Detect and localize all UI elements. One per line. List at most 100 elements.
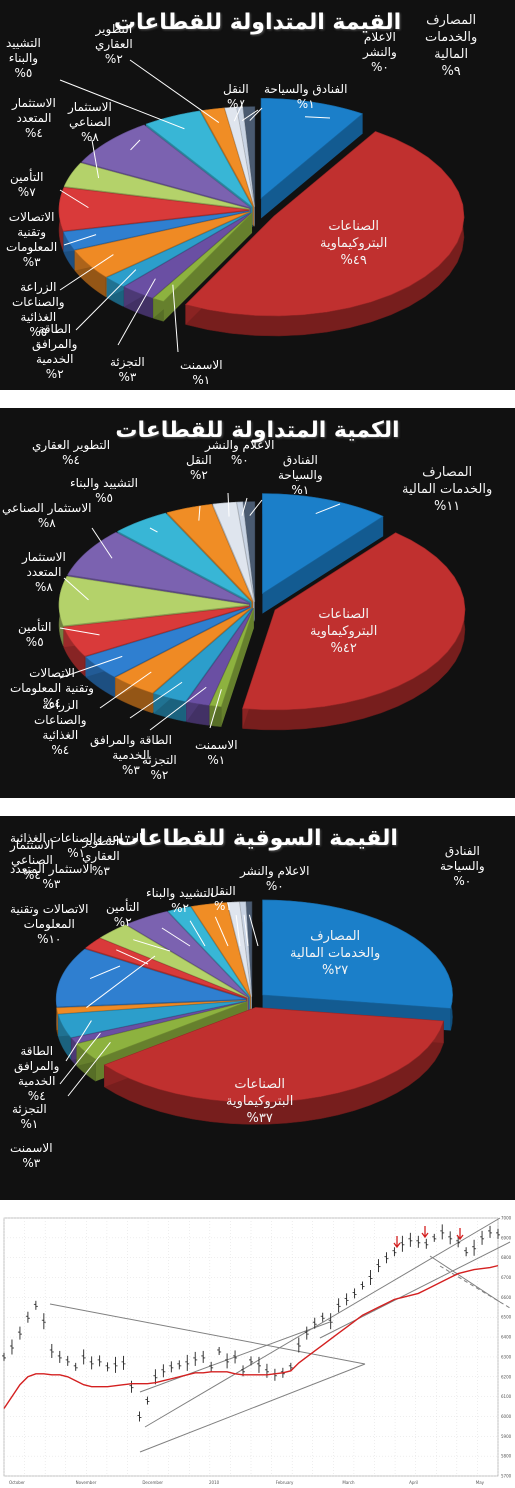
pie-3-label-multi-investment: الاستثمار المتعدد ٣% <box>10 862 93 891</box>
pie-2-label-energy: الطاقة والمرافق الخدمية ٣% <box>90 733 172 777</box>
pie-3-label-energy: الطاقة والمرافق الخدمية ٤% <box>14 1044 60 1103</box>
pie-2-label-multi-investment: الاستثمار المتعدد ٨% <box>22 550 66 594</box>
pie-2-label-construction: التشييد والبناء ٥% <box>70 476 138 505</box>
pie-1-leader-transport <box>233 99 245 122</box>
pie-2-leader-banks <box>315 503 341 515</box>
pie-2-label-real-estate: التطوير العقاري ٤% <box>32 438 111 467</box>
pie-1-label-industrial-investment: الاستثمار الصناعي ٨% <box>68 100 112 144</box>
pie-2-leader-industrial-investment <box>91 527 113 559</box>
x-tick-label: March <box>342 1480 355 1485</box>
y-tick-label: 5800 <box>501 1454 512 1459</box>
pie-2-label-media: الاعلام والنشر ٠% <box>205 438 275 467</box>
pie-3-label-cement: الاسمنت ٣% <box>10 1141 53 1170</box>
pie-2-leader-multi-investment <box>63 577 89 601</box>
y-tick-label: 6400 <box>501 1335 512 1340</box>
pie-3-leader-transport <box>235 915 241 947</box>
pie-1-leader-insurance <box>59 189 89 209</box>
pie-1-leader-construction <box>59 79 185 130</box>
pie-3-slice-petrochemicals <box>103 1007 445 1125</box>
y-tick-label: 5700 <box>501 1474 512 1479</box>
market-cap-chart: القيمة السوقية للقطاعات المصارف والخدمات … <box>0 816 515 1200</box>
pie-3-leader-multi-investment <box>133 939 171 952</box>
pie-3-label-construction: التشييد والبناء ٢% <box>146 886 214 915</box>
y-tick-label: 6800 <box>501 1255 512 1260</box>
pie-2-slice-petrochemicals <box>242 532 466 731</box>
traded-volume-pie <box>58 492 466 731</box>
pie-2-leader-hotels <box>249 499 263 516</box>
pie-2-label-agriculture: الزراعة والصناعات الغذائية ٤% <box>34 698 87 757</box>
pie-1-label-hotels: الفنادق والسياحة ١% <box>264 82 348 111</box>
traded-value-pie <box>58 59 465 353</box>
pie-3-label-hotels: الفنادق والسياحة ٠% <box>440 844 485 888</box>
pie-2-leader-real-estate <box>198 505 201 521</box>
pie-3-label-petrochemicals: الصناعات البتروكيماوية ٣٧% <box>226 1077 294 1126</box>
pie-2-label-retail: التجزئة ٢% <box>142 753 177 782</box>
pie-2-label-telecom: الاتصالات وتقنية المعلومات ٤% <box>10 666 94 710</box>
pie-1-leader-multi-investment <box>91 139 100 179</box>
pie-1-label-retail: التجزئة ٣% <box>110 355 145 384</box>
pie-1-label-media: الاعلام والنشر ٠% <box>363 30 397 74</box>
price-bars <box>2 1224 500 1422</box>
pie-1-label-telecom: الاتصالات وتقنية المعلومات ٣% <box>6 210 58 269</box>
pie-1-leader-real-estate <box>129 59 220 123</box>
pie-3-label-telecom: الاتصالات وتقنية المعلومات ١٠% <box>10 902 89 946</box>
pie-2-leader-cement <box>209 689 222 729</box>
y-tick-label: 6900 <box>501 1235 512 1240</box>
pie-1-leader-banks <box>305 116 331 119</box>
pie-2-label-industrial-investment: الاستثمار الصناعي ٨% <box>2 501 92 530</box>
pie-3-leader-retail <box>59 1032 101 1085</box>
down-arrow-icon <box>421 1226 429 1239</box>
y-tick-label: 6300 <box>501 1354 512 1359</box>
pie-1-label-insurance: التأمين ٧% <box>10 170 44 199</box>
pie-2-label-insurance: التأمين ٥% <box>18 620 52 649</box>
pie-1-leader-agriculture <box>59 254 114 291</box>
pie-3-leader-cement <box>67 1042 111 1097</box>
pie-3-leader-real-estate <box>214 916 229 947</box>
pie-1-slice-cement <box>152 212 253 322</box>
y-tick-label: 6100 <box>501 1394 512 1399</box>
pie-1-label-banks: المصارف والخدمات المالية ٩% <box>425 13 478 79</box>
pie-2-label-transport: النقل ٢% <box>186 453 212 482</box>
pie-3-leader-energy <box>65 1020 92 1062</box>
pie-1-label-construction: التشييد والبناء ٥% <box>6 36 41 80</box>
pie-1-leader-energy <box>75 269 137 331</box>
pie-1-leader-media <box>241 109 259 122</box>
pie-2-leader-telecom <box>59 655 123 679</box>
pie-1-label-real-estate: التطوير العقاري ٢% <box>95 22 133 66</box>
pie-2-leader-agriculture <box>99 671 152 709</box>
x-tick-label: November <box>76 1480 97 1485</box>
pie-1-label-multi-investment: الاستثمار المتعدد ٤% <box>12 96 56 140</box>
pie-2-slice-banks <box>262 493 384 614</box>
pie-2-slice-cement <box>209 608 255 728</box>
pie-1-label-transport: النقل ١% <box>223 82 249 111</box>
y-tick-label: 5900 <box>501 1434 512 1439</box>
traded-volume-title: الكمية المتداولة للقطاعات <box>115 418 400 443</box>
pie-3-label-insurance: التأمين ٢% <box>106 900 140 929</box>
x-tick-label: December <box>142 1480 163 1485</box>
pie-3-label-retail: التجزئة ١% <box>12 1102 47 1131</box>
pie-2-leader-energy <box>129 681 183 719</box>
moving-average-line <box>3 1264 499 1409</box>
traded-value-title: القيمة المتداولة للقطاعات <box>113 10 402 35</box>
y-tick-label: 7000 <box>501 1216 512 1221</box>
pie-3-leader-telecom <box>89 965 121 980</box>
pie-1-label-energy: الطاقة والمرافق الخدمية ٢% <box>32 322 78 381</box>
pie-2-leader-retail <box>149 686 207 731</box>
trend-lines <box>49 1217 511 1453</box>
pie-3-label-industrial-investment: الاستثمار الصناعي ٤% <box>10 838 54 882</box>
x-tick-label: April <box>409 1480 418 1485</box>
pie-3-leader-construction <box>189 920 206 947</box>
y-tick-label: 6700 <box>501 1275 512 1280</box>
pie-1-label-petrochemicals: الصناعات البتروكيماوية ٤٩% <box>320 219 388 268</box>
down-arrow-icon <box>456 1228 464 1241</box>
pie-2-leader-insurance <box>59 627 100 636</box>
x-tick-label: May <box>476 1480 485 1485</box>
pie-1-leader-retail <box>117 278 156 346</box>
pie-3-leader-media <box>243 914 249 947</box>
market-cap-title: القيمة السوقية للقطاعات <box>117 826 398 851</box>
pie-2-label-petrochemicals: الصناعات البتروكيماوية ٤٢% <box>310 607 378 656</box>
x-tick-label: February <box>276 1480 294 1485</box>
pie-2-label-cement: الاسمنت ١% <box>195 738 238 767</box>
pie-2-leader-transport <box>227 492 230 517</box>
y-tick-label: 6200 <box>501 1374 512 1379</box>
